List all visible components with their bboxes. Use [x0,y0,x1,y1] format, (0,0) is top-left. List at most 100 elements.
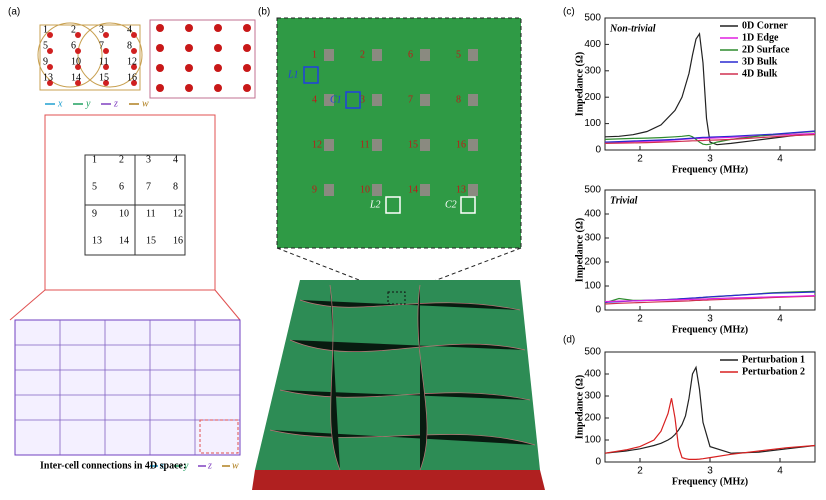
cell-node-label: 2 [119,154,124,165]
y-axis-label: Impedance (Ω) [574,218,585,282]
lattice-node [185,64,193,72]
node [131,32,137,38]
legend-label: w [142,98,149,109]
legend-label: z [207,460,212,471]
series-line [604,134,816,144]
legend-label: y [85,98,91,109]
node [103,48,109,54]
node-label: 13 [456,184,466,195]
node-label: 4 [312,94,317,105]
node [103,80,109,86]
y-tick-label: 500 [584,347,601,358]
x-tick-label: 2 [637,314,643,325]
node-label: 9 [43,56,48,67]
cell-node-label: 4 [173,154,178,165]
cell-node-label: 16 [173,235,183,246]
y-tick-label: 0 [595,145,601,156]
component-label: L1 [287,69,299,80]
x-tick-label: 3 [707,466,713,477]
node [131,80,137,86]
lattice-4d [14,319,241,456]
node-label: 12 [127,56,137,67]
series-line [604,130,816,143]
legend-label: y [183,460,189,471]
component [420,94,430,106]
series-line [604,32,816,146]
graph-frame [39,24,141,91]
component [324,184,334,196]
node [103,64,109,70]
legend-label: 1D Edge [742,32,779,43]
component [468,139,478,151]
cell-node-label: 12 [173,208,183,219]
annotation: Non-trivial [609,23,656,34]
component [324,139,334,151]
y-axis-label: Impedance (Ω) [574,52,585,116]
legend-label: Perturbation 1 [742,354,805,365]
node-label: 10 [360,184,370,195]
component [372,139,382,151]
y-tick-label: 200 [584,257,601,268]
node-label: 14 [408,184,418,195]
graph-ring [77,22,143,88]
component-label: C2 [445,199,457,210]
lattice-node [214,84,222,92]
component-box [345,91,361,109]
node-label: 2 [71,24,76,35]
component-label: C1 [330,94,342,105]
node-label: 4 [127,24,132,35]
zoom-box [387,291,406,305]
series-line [604,365,816,454]
y-tick-label: 100 [584,118,601,129]
lattice-node [156,84,164,92]
node-label: 16 [456,139,466,150]
node-label: 11 [99,56,109,67]
node-label: 15 [408,139,418,150]
x-tick-label: 4 [777,154,783,165]
y-tick-label: 100 [584,435,601,446]
y-tick-label: 100 [584,281,601,292]
node-label: 11 [360,139,370,150]
node-label: 1 [43,24,48,35]
y-tick-label: 0 [595,305,601,316]
lattice-node [214,24,222,32]
node-label: 14 [71,72,81,83]
cell-node-label: 15 [146,235,156,246]
lattice-frame [149,19,256,99]
legend-label: z [113,98,118,109]
node [47,32,53,38]
series-line [605,133,816,143]
lattice-node [243,64,251,72]
series-line [604,295,816,305]
node-label: 9 [312,184,317,195]
y-tick-label: 0 [595,457,601,468]
cell-node-label: 10 [119,208,129,219]
board-base [252,470,545,490]
component [372,184,382,196]
node-label: 12 [312,139,322,150]
node-label: 8 [127,40,132,51]
panel-label: (c) [563,7,575,18]
x-tick-label: 2 [637,154,643,165]
node-label: 2 [360,49,365,60]
lattice-node [185,24,193,32]
series-line [604,398,816,460]
cell-node-label: 1 [92,154,97,165]
component [468,49,478,61]
cell-circuit [44,114,216,291]
node [47,48,53,54]
component [420,184,430,196]
cell-node-label: 7 [146,181,151,192]
panel-label: (d) [563,335,575,346]
node [103,32,109,38]
lattice-node [156,24,164,32]
lattice-node [185,44,193,52]
cell-node-label: 8 [173,181,178,192]
x-tick-label: 3 [707,154,713,165]
node [75,48,81,54]
panel-label: (a) [8,7,20,18]
node-label: 3 [360,94,365,105]
plot-frame [604,17,816,151]
y-axis-label: Impedance (Ω) [574,375,585,439]
component [372,94,382,106]
